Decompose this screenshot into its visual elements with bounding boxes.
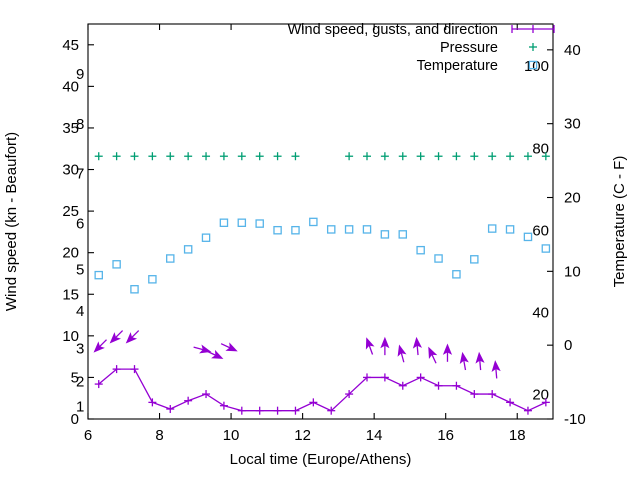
y2-tick-label: 10 — [564, 263, 581, 280]
x-tick-label: 6 — [84, 427, 92, 444]
temperature-marker — [130, 285, 139, 294]
wind-direction-arrow — [93, 339, 107, 353]
temperature-marker — [148, 275, 157, 284]
temperature-marker — [112, 260, 121, 269]
wind-direction-arrow — [397, 344, 407, 363]
temperature-marker — [94, 270, 103, 280]
wind-direction-arrow — [220, 342, 238, 352]
temperature-marker — [470, 255, 479, 264]
y-tick-label: 0 — [71, 411, 79, 428]
temperature-marker — [398, 230, 408, 239]
temperature-marker — [273, 225, 282, 235]
y2-tick-label: 0 — [564, 337, 572, 354]
temperature-marker — [505, 225, 515, 234]
beaufort-label-9: 9 — [76, 66, 84, 83]
temperature-marker — [344, 225, 354, 234]
x-tick-label: 14 — [366, 427, 383, 444]
wind-direction-arrow — [193, 344, 212, 354]
y-tick-label: 5 — [71, 369, 79, 386]
wind-direction-arrow — [491, 360, 501, 379]
temperature-marker — [541, 244, 551, 253]
temperature-marker — [255, 219, 264, 228]
legend-label-2: Temperature — [417, 58, 498, 74]
temperature-marker — [326, 225, 336, 234]
temperature-marker — [309, 217, 318, 227]
x-tick-label: 10 — [223, 427, 240, 444]
beaufort-label-4: 4 — [76, 303, 84, 320]
y2-tick-label: -10 — [564, 411, 586, 428]
temperature-marker — [362, 225, 372, 234]
temperature-marker — [291, 225, 300, 235]
wind-direction-arrow — [459, 351, 469, 371]
fahrenheit-label-20: 20 — [532, 386, 549, 403]
y-axis-title: Wind speed (kn - Beaufort) — [3, 132, 20, 311]
wind-direction-arrow — [380, 336, 390, 356]
temperature-marker — [183, 245, 193, 254]
fahrenheit-label-40: 40 — [532, 304, 549, 321]
wind-direction-arrow — [475, 351, 485, 371]
temperature-marker — [523, 232, 533, 242]
y2-tick-label: 30 — [564, 116, 581, 133]
temperature-marker — [219, 218, 229, 227]
wind-direction-arrow — [365, 337, 375, 355]
wind-speed-line — [98, 368, 547, 412]
plot-border — [87, 23, 554, 420]
y-tick-label: 45 — [62, 37, 79, 54]
y-tick-label: 20 — [62, 245, 79, 262]
temperature-marker — [487, 224, 497, 233]
beaufort-label-6: 6 — [76, 216, 84, 233]
temperature-marker — [452, 270, 461, 279]
y-tick-label: 10 — [62, 328, 79, 345]
wind-direction-arrow — [412, 336, 423, 356]
y-tick-label: 35 — [62, 120, 79, 137]
wind-direction-arrow — [206, 349, 224, 359]
x-tick-label: 18 — [509, 427, 526, 444]
temperature-marker — [380, 230, 390, 239]
y-tick-label: 30 — [62, 162, 79, 179]
wind-direction-arrow — [125, 330, 140, 344]
y-tick-label: 25 — [62, 203, 79, 220]
fahrenheit-label-60: 60 — [532, 222, 549, 239]
temperature-marker — [237, 218, 247, 227]
beaufort-label-8: 8 — [76, 116, 84, 133]
beaufort-label-2: 2 — [76, 374, 84, 391]
temperature-marker — [416, 245, 425, 255]
fahrenheit-label-80: 80 — [532, 140, 549, 157]
beaufort-label-7: 7 — [76, 166, 84, 183]
y2-tick-label: 40 — [564, 42, 581, 59]
temperature-marker — [166, 254, 175, 263]
legend-label-1: Pressure — [440, 40, 498, 56]
x-tick-label: 8 — [155, 427, 163, 444]
legend-swatch-temperature — [528, 60, 538, 70]
x-tick-label: 12 — [294, 427, 311, 444]
y2-tick-label: 20 — [564, 190, 581, 207]
temperature-marker — [434, 254, 443, 263]
x-axis-title: Local time (Europe/Athens) — [230, 451, 412, 468]
y-tick-label: 40 — [62, 78, 79, 95]
wind-direction-arrow — [109, 330, 124, 344]
legend-label-0: Wind speed, gusts, and direction — [288, 22, 498, 38]
wind-direction-arrow — [428, 346, 438, 364]
beaufort-label-5: 5 — [76, 261, 84, 278]
temperature-marker — [201, 233, 211, 242]
beaufort-label-3: 3 — [76, 340, 84, 357]
wind-direction-arrow — [442, 343, 453, 362]
beaufort-label-1: 1 — [76, 399, 84, 416]
y2-axis-title: Temperature (C - F) — [611, 156, 628, 288]
y-tick-label: 15 — [62, 286, 79, 303]
x-tick-label: 16 — [437, 427, 454, 444]
